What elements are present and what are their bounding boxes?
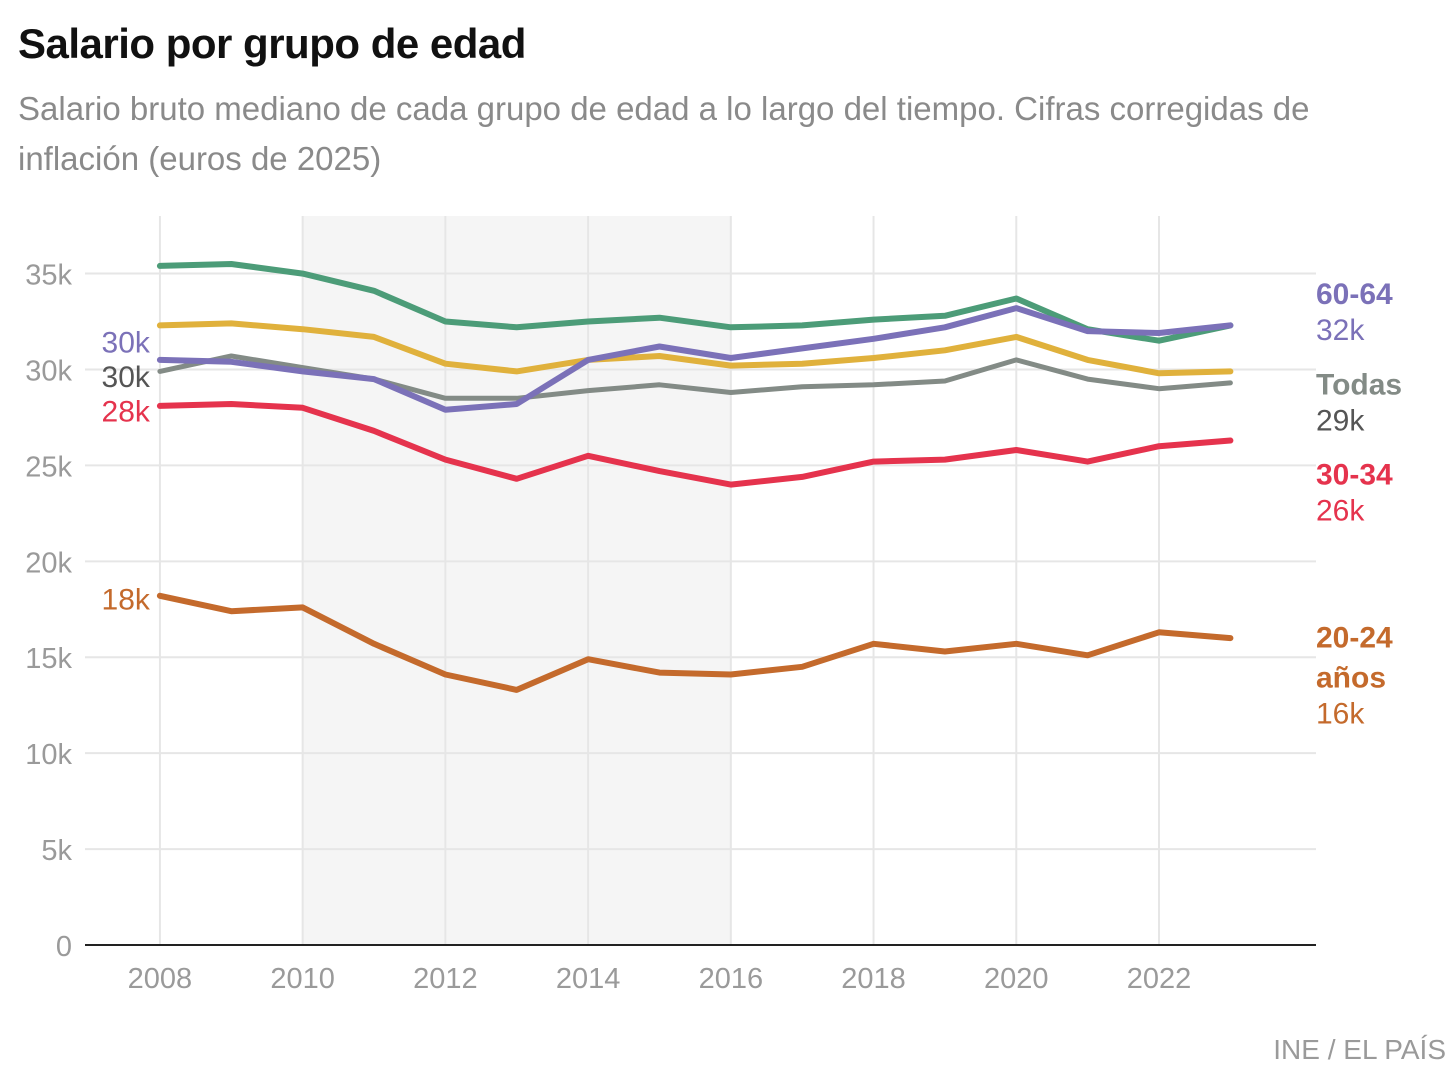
y-tick-label: 35k bbox=[25, 260, 72, 292]
x-tick-label: 2014 bbox=[556, 963, 621, 995]
series-line-3 bbox=[156, 261, 1234, 344]
series-labels: 30k30k28k18k60-6432kTodas29k30-3426k20-2… bbox=[102, 278, 1403, 730]
series-start-label: 30k bbox=[102, 361, 151, 394]
y-tick-label: 15k bbox=[25, 643, 72, 675]
y-tick-label: 30k bbox=[25, 355, 72, 387]
x-tick-label: 2008 bbox=[128, 963, 193, 995]
y-tick-label: 10k bbox=[25, 739, 72, 771]
x-tick-label: 2012 bbox=[413, 963, 478, 995]
axes: 0 5k 10k 15k 20k 25k 30k 35k 2008 2010 2012 2014 201… bbox=[25, 260, 1316, 995]
series-end-value: 16k bbox=[1316, 698, 1365, 731]
chart-subtitle: Salario bruto mediano de cada grupo de e… bbox=[18, 90, 1310, 177]
series-line-5 bbox=[156, 401, 1234, 488]
y-tick-label: 20k bbox=[25, 547, 72, 579]
series-end-value: 26k bbox=[1316, 495, 1365, 528]
series-end-value: 32k bbox=[1316, 314, 1365, 347]
series-end-name: Todas bbox=[1316, 368, 1402, 401]
y-tick-label: 0 bbox=[56, 931, 72, 963]
series-lines bbox=[156, 261, 1234, 693]
chart-title: Salario por grupo de edad bbox=[18, 20, 526, 67]
series-end-name: años bbox=[1316, 662, 1386, 695]
x-tick-label: 2020 bbox=[984, 963, 1049, 995]
series-end-value: 29k bbox=[1316, 404, 1365, 437]
series-line-6 bbox=[156, 592, 1234, 693]
x-tick-label: 2010 bbox=[270, 963, 335, 995]
series-start-label: 28k bbox=[102, 396, 151, 429]
x-tick-label: 2022 bbox=[1127, 963, 1192, 995]
x-tick-label: 2016 bbox=[699, 963, 764, 995]
y-tick-label: 25k bbox=[25, 451, 72, 483]
y-tick-label: 5k bbox=[41, 835, 72, 867]
x-tick-label: 2018 bbox=[841, 963, 906, 995]
series-end-name: 20-24 bbox=[1316, 622, 1393, 655]
series-end-name: 30-34 bbox=[1316, 459, 1393, 492]
series-line-2 bbox=[156, 320, 1234, 377]
series-start-label: 30k bbox=[102, 327, 151, 360]
series-end-name: 60-64 bbox=[1316, 278, 1393, 311]
gridlines bbox=[85, 216, 1316, 945]
series-line-4 bbox=[156, 305, 1234, 413]
source-credit: INE / EL PAÍS bbox=[1273, 1034, 1446, 1065]
series-start-label: 18k bbox=[102, 584, 151, 617]
